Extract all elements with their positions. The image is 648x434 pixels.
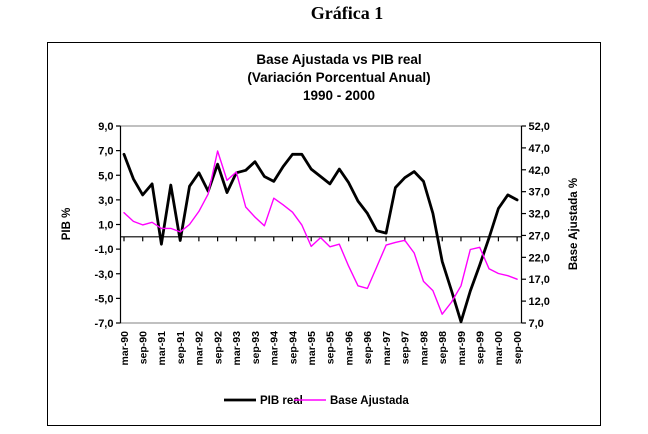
right-axis-tick-label: 22,0 bbox=[529, 252, 550, 264]
left-axis-title: PIB % bbox=[61, 208, 73, 241]
chart-frame: Base Ajustada vs PIB real (Variación Porc… bbox=[47, 42, 601, 426]
x-axis-tick-label: sep-91 bbox=[175, 331, 187, 364]
chart-canvas: Base Ajustada vs PIB real (Variación Porc… bbox=[61, 52, 580, 407]
left-axis: 9,0 7,0 5,0 3,0 1,0 -1,0 -3,0 -5,0 -7,0 PIB % bbox=[61, 121, 122, 330]
left-axis-tick-label: -5,0 bbox=[95, 293, 114, 305]
x-axis-tick-label: sep-92 bbox=[212, 331, 224, 364]
x-axis-tick-label: mar-90 bbox=[119, 331, 131, 366]
right-axis-tick-label: 17,0 bbox=[529, 274, 550, 286]
left-axis-tick-label: 5,0 bbox=[98, 170, 113, 182]
legend: PIB real Base Ajustada bbox=[224, 395, 409, 407]
x-axis-tick-label: sep-94 bbox=[287, 331, 299, 364]
x-axis: mar-90 sep-90 mar-91 sep-91 mar-92 sep-92 mar-… bbox=[119, 236, 524, 366]
left-axis-tick-label: 1,0 bbox=[98, 220, 113, 232]
chart-title-line: 1990 - 2000 bbox=[303, 88, 375, 103]
left-axis-tick-label: 3,0 bbox=[98, 195, 113, 207]
left-axis-tick-label: -1,0 bbox=[95, 244, 114, 256]
left-axis-tick-label: 7,0 bbox=[98, 146, 113, 158]
legend-label: PIB real bbox=[260, 395, 303, 407]
chart-title: Base Ajustada vs PIB real (Variación Porc… bbox=[247, 52, 430, 103]
x-axis-tick-label: mar-97 bbox=[381, 331, 393, 366]
right-axis-tick-label: 52,0 bbox=[529, 121, 550, 133]
x-axis-tick-label: sep-93 bbox=[250, 331, 262, 364]
chart-title-line: (Variación Porcentual Anual) bbox=[247, 70, 430, 85]
x-axis-tick-label: sep-90 bbox=[138, 331, 150, 364]
left-axis-tick-label: -3,0 bbox=[95, 269, 114, 281]
right-axis-tick-label: 42,0 bbox=[529, 165, 550, 177]
x-axis-tick-label: mar-98 bbox=[418, 331, 430, 366]
x-axis-tick-label: sep-95 bbox=[325, 331, 337, 364]
x-axis-tick-label: sep-99 bbox=[474, 331, 486, 364]
plot-area-border bbox=[120, 125, 522, 324]
left-axis-tick-label: -7,0 bbox=[95, 318, 114, 330]
right-axis-tick-label: 32,0 bbox=[529, 209, 550, 221]
x-axis-tick-label: sep-97 bbox=[400, 331, 412, 364]
right-axis-tick-label: 12,0 bbox=[529, 296, 550, 308]
x-axis-tick-label: mar-96 bbox=[343, 331, 355, 366]
legend-label: Base Ajustada bbox=[330, 395, 409, 407]
chart-title-line: Base Ajustada vs PIB real bbox=[256, 52, 421, 67]
x-axis-tick-label: mar-94 bbox=[269, 331, 281, 366]
x-axis-tick-label: mar-93 bbox=[231, 331, 243, 366]
x-axis-tick-label: mar-95 bbox=[306, 331, 318, 366]
x-axis-tick-label: mar-00 bbox=[493, 331, 505, 366]
left-axis-tick-label: 9,0 bbox=[98, 121, 113, 133]
right-axis-tick-label: 27,0 bbox=[529, 230, 550, 242]
series-line-pib-real bbox=[122, 152, 519, 324]
figure-title: Gráfica 1 bbox=[310, 3, 384, 23]
x-axis-tick-label: mar-99 bbox=[456, 331, 468, 366]
x-axis-tick-label: sep-98 bbox=[437, 331, 449, 364]
x-axis-tick-label: mar-91 bbox=[156, 331, 168, 366]
right-axis-tick-label: 37,0 bbox=[529, 187, 550, 199]
x-axis-tick-label: mar-92 bbox=[194, 331, 206, 366]
right-axis: 52,0 47,0 42,0 37,0 32,0 27,0 22,0 17,0 12,0 7,0 B… bbox=[520, 121, 580, 330]
x-axis-tick-label: sep-00 bbox=[512, 331, 524, 364]
series-line-base-ajustada bbox=[123, 150, 518, 315]
x-axis-tick-label: sep-96 bbox=[362, 331, 374, 364]
right-axis-tick-label: 7,0 bbox=[529, 318, 544, 330]
right-axis-tick-label: 47,0 bbox=[529, 143, 550, 155]
right-axis-title: Base Ajustada % bbox=[568, 178, 580, 270]
